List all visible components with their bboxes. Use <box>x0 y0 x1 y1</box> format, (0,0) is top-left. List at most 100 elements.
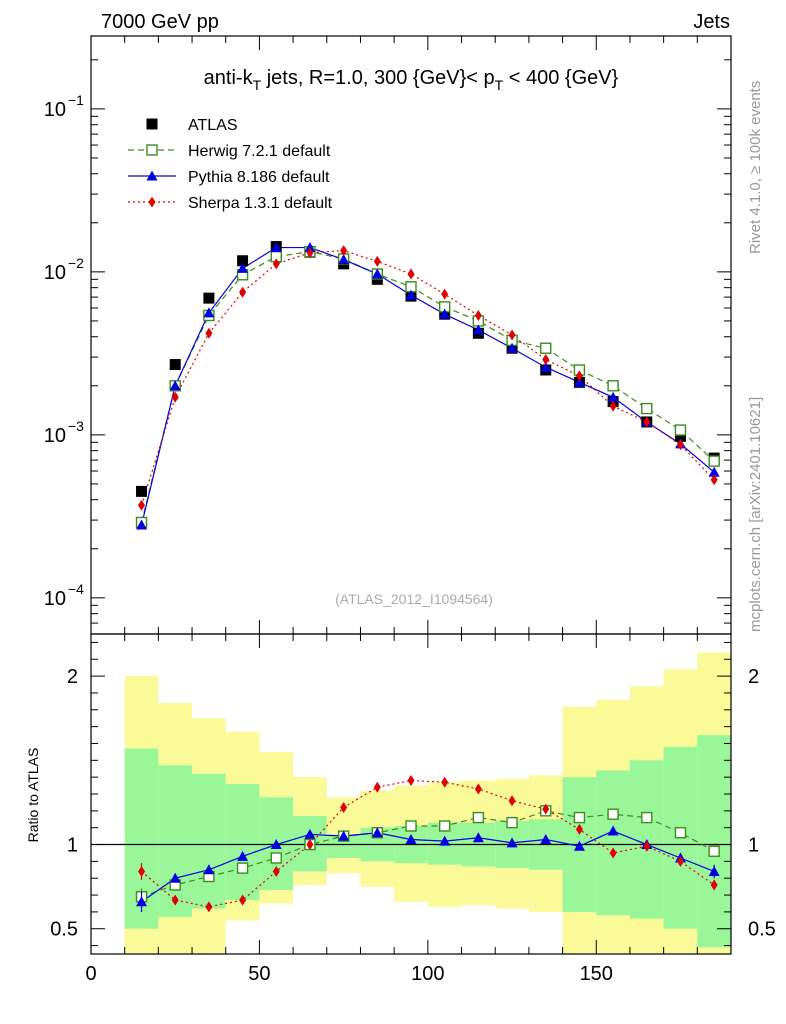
ratio-data-point <box>169 872 181 883</box>
ratio-data-point <box>338 830 350 841</box>
legend-label: Herwig 7.2.1 default <box>188 143 331 160</box>
main-data-point <box>674 430 686 442</box>
main-panel: 10−110−210−310−4 anti-kT jets, R=1.0, 30… <box>44 35 732 635</box>
main-data-point <box>306 247 314 259</box>
ratio-panel: 2 2 1 1 0.5 0.5 0 50 100 150 Ratio to ATLAS <box>25 633 776 985</box>
ratio-inner-band <box>158 765 193 917</box>
main-data-point <box>641 402 653 415</box>
ratio-data-point <box>306 839 314 851</box>
ratio-data-point <box>272 865 280 877</box>
main-data-point <box>708 455 720 467</box>
ratio-y-tick-label-right: 1 <box>748 835 759 857</box>
main-data-point <box>171 391 179 403</box>
ratio-data-point <box>676 855 684 867</box>
main-data-point <box>405 289 417 300</box>
main-data-point <box>270 242 282 253</box>
ratio-data-point <box>573 840 585 851</box>
main-data-point <box>439 308 451 319</box>
main-title: anti-kT jets, R=1.0, 300 {GeV}< pT < 400… <box>204 67 619 93</box>
ratio-data-point <box>371 827 383 838</box>
main-data-point <box>203 307 215 318</box>
ratio-data-point <box>474 783 482 795</box>
ratio-data-point <box>540 833 552 844</box>
ratio-data-point <box>171 894 179 906</box>
ratio-series-group <box>135 775 720 913</box>
main-data-point <box>407 268 415 280</box>
rivet-version-label: Rivet 4.1.0, ≥ 100k events <box>747 81 764 254</box>
ratio-y-tick-label-left: 0.5 <box>50 919 78 941</box>
ratio-data-point <box>575 823 583 835</box>
ratio-data-point <box>710 879 718 891</box>
legend-label: ATLAS <box>188 117 238 134</box>
ratio-data-point <box>340 801 348 813</box>
legend-marker <box>146 170 158 181</box>
ratio-data-point <box>407 775 415 787</box>
main-y-tick-exponent: −3 <box>68 418 84 434</box>
main-data-point <box>508 329 516 341</box>
ratio-series-line <box>141 779 715 908</box>
ratio-data-point <box>542 803 550 815</box>
ratio-data-point <box>237 850 249 861</box>
legend: ATLAS Herwig 7.2.1 default Pythia 8.186 de… <box>128 117 333 212</box>
ratio-data-point <box>439 835 451 846</box>
ratio-data-point <box>236 862 249 874</box>
ratio-y-tick-label-right: 0.5 <box>748 919 776 941</box>
main-y-tick-label: 10 <box>44 425 66 447</box>
main-data-point <box>371 268 383 279</box>
legend-marker <box>146 118 158 130</box>
main-data-point <box>138 499 146 511</box>
header-energy-label: 7000 GeV pp <box>101 11 219 33</box>
ratio-y-tick-label-left: 2 <box>67 666 78 688</box>
main-y-tick-labels: 10−110−210−310−4 <box>44 92 84 610</box>
main-data-point <box>239 286 247 298</box>
main-data-point <box>607 391 619 402</box>
main-data-point <box>710 474 718 486</box>
ratio-data-point <box>643 840 651 852</box>
main-data-point <box>304 242 316 253</box>
main-data-point <box>136 519 148 530</box>
ratio-data-point <box>441 776 449 788</box>
main-data-point <box>272 258 280 270</box>
main-data-point <box>674 424 687 436</box>
x-tick-label: 0 <box>85 963 96 985</box>
ratio-data-point <box>472 832 484 843</box>
legend-marker <box>146 144 158 156</box>
ratio-data-point <box>641 811 653 824</box>
ratio-inner-band <box>596 770 630 916</box>
ratio-data-point <box>708 865 720 876</box>
main-y-tick-label: 10 <box>44 588 66 610</box>
ratio-data-point <box>506 816 518 829</box>
main-y-tick-exponent: −2 <box>68 255 84 271</box>
main-data-point <box>373 255 381 267</box>
ratio-inner-band <box>326 834 361 858</box>
main-data-point <box>542 353 550 365</box>
legend-label: Sherpa 1.3.1 default <box>188 195 333 212</box>
header-jets-label: Jets <box>693 11 730 33</box>
ratio-y-tick-labels: 2 2 1 1 0.5 0.5 <box>50 666 776 941</box>
ratio-data-point <box>373 781 381 793</box>
main-data-point <box>237 262 249 273</box>
ratio-data-point <box>508 795 516 807</box>
main-data-point <box>169 359 181 371</box>
ratio-data-point <box>607 825 619 836</box>
ratio-data-point <box>136 896 148 907</box>
ratio-data-point <box>405 820 417 832</box>
ratio-data-point <box>674 827 687 839</box>
main-axis-ticks <box>90 36 732 635</box>
ratio-inner-band <box>225 783 260 901</box>
ratio-inner-band <box>192 773 226 909</box>
main-data-point <box>573 376 585 387</box>
x-tick-labels: 0 50 100 150 <box>85 963 613 985</box>
main-data-point <box>607 380 619 392</box>
main-data-point <box>441 288 449 300</box>
ratio-data-point <box>607 808 619 820</box>
ratio-data-point <box>609 847 617 859</box>
main-data-point <box>203 292 215 304</box>
mcplots-label: mcplots.cern.ch [arXiv:2401.10621] <box>747 397 764 632</box>
ratio-data-point <box>205 901 213 913</box>
ratio-y-axis-label: Ratio to ATLAS <box>25 748 41 843</box>
ratio-data-point <box>239 894 247 906</box>
ratio-data-point <box>708 845 720 857</box>
main-plot-area <box>91 36 731 634</box>
